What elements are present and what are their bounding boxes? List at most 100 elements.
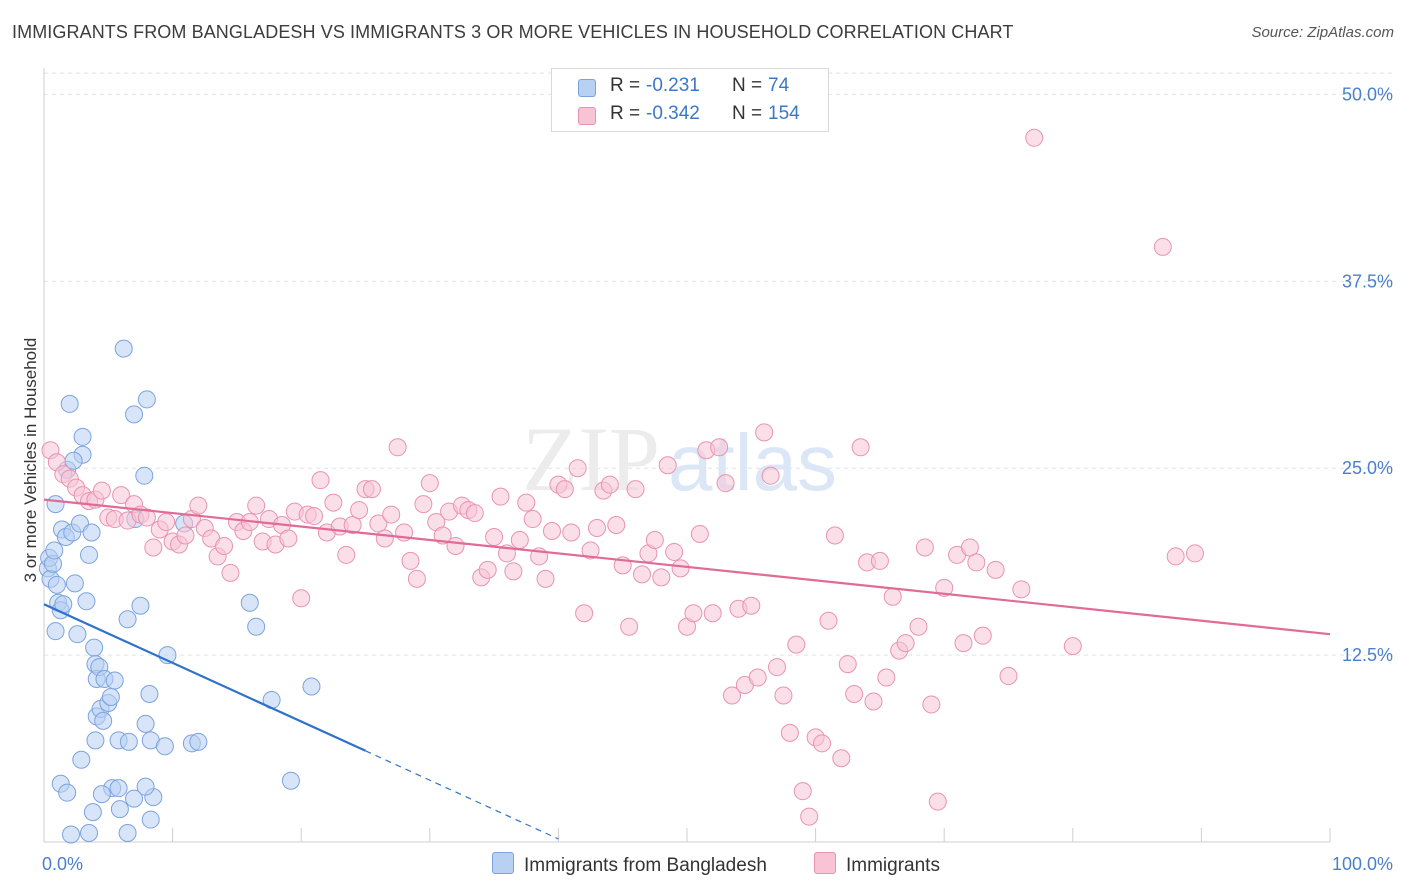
data-point-immigrants <box>684 604 703 623</box>
data-point-immigrants <box>555 480 574 499</box>
data-point-immigrants <box>690 525 709 543</box>
data-point-immigrants <box>793 782 812 801</box>
data-point-bangladesh <box>80 545 99 564</box>
data-point-immigrants <box>587 519 606 538</box>
data-point-bangladesh <box>77 592 96 611</box>
data-point-immigrants <box>350 501 369 520</box>
trend-lines <box>43 498 1331 840</box>
data-point-immigrants <box>247 496 266 515</box>
legend-row-bangladesh: R = -0.231 N = 74 <box>552 73 828 101</box>
data-point-bangladesh <box>65 574 84 593</box>
watermark: ZIP atlas <box>522 408 837 510</box>
data-point-bangladesh <box>46 495 65 514</box>
data-point-immigrants <box>768 658 787 677</box>
tick-labels: 12.5% 25.0% 37.5% 50.0% 0.0% 100.0% <box>42 84 1393 874</box>
data-point-immigrants <box>986 560 1005 579</box>
data-point-immigrants <box>581 541 600 560</box>
legend-n-value: 154 <box>768 103 800 124</box>
data-point-bangladesh <box>46 622 65 641</box>
data-point-bangladesh <box>83 803 102 822</box>
data-point-immigrants <box>973 626 992 645</box>
data-point-immigrants <box>478 560 497 579</box>
y-tick-label: 12.5% <box>1342 645 1393 665</box>
y-tick-label: 37.5% <box>1342 271 1393 291</box>
data-point-bangladesh <box>302 677 321 696</box>
data-point-immigrants <box>928 792 947 811</box>
data-point-bangladesh <box>68 625 87 644</box>
legend-row-immigrants: R = -0.342 N = 154 <box>552 101 828 129</box>
data-point-immigrants <box>960 538 979 557</box>
gridlines <box>44 72 1394 656</box>
data-point-immigrants <box>292 589 311 608</box>
data-point-immigrants <box>568 459 587 478</box>
y-tick-label: 50.0% <box>1342 84 1393 104</box>
data-point-immigrants <box>716 474 735 493</box>
data-point-bangladesh <box>101 687 120 706</box>
data-point-bangladesh <box>45 541 64 560</box>
data-point-bangladesh <box>118 610 137 629</box>
data-point-immigrants <box>665 542 684 561</box>
data-point-bangladesh <box>94 711 113 730</box>
data-point-immigrants <box>723 686 742 705</box>
data-point-immigrants <box>305 507 324 526</box>
data-point-immigrants <box>703 604 722 623</box>
data-point-bangladesh <box>125 405 144 424</box>
data-point-immigrants <box>780 723 799 742</box>
data-point-immigrants <box>517 493 536 512</box>
data-point-immigrants <box>221 563 240 582</box>
data-point-immigrants <box>536 569 555 588</box>
data-point-immigrants <box>742 596 761 615</box>
data-point-immigrants <box>337 545 356 564</box>
data-point-immigrants <box>562 523 581 542</box>
data-point-immigrants <box>215 536 234 555</box>
chart-source: Source: ZipAtlas.com <box>1251 24 1394 41</box>
data-point-bangladesh <box>118 824 137 843</box>
legend-r-value: -0.342 <box>646 103 700 124</box>
data-point-immigrants <box>1025 128 1044 147</box>
data-point-immigrants <box>504 562 523 581</box>
data-point-immigrants <box>465 504 484 523</box>
data-point-bangladesh <box>47 575 66 594</box>
x-tick-label: 0.0% <box>42 854 83 874</box>
data-point-immigrants <box>1185 544 1204 563</box>
data-point-immigrants <box>954 634 973 653</box>
data-point-immigrants <box>877 668 896 687</box>
data-point-immigrants <box>845 684 864 703</box>
data-point-immigrants <box>1153 237 1172 256</box>
data-point-immigrants <box>671 559 690 578</box>
data-point-immigrants <box>324 493 343 512</box>
data-point-immigrants <box>485 527 504 546</box>
data-point-bangladesh <box>110 800 129 819</box>
data-point-bangladesh <box>137 390 156 409</box>
data-point-immigrants <box>575 604 594 623</box>
legend: R = -0.231 N = 74 R = -0.342 N = 154 <box>551 68 829 132</box>
data-point-bangladesh <box>86 731 105 750</box>
data-point-immigrants <box>433 526 452 545</box>
legend-r-label: R = <box>610 75 641 96</box>
data-point-immigrants <box>800 807 819 826</box>
data-point-immigrants <box>652 568 671 587</box>
data-point-immigrants <box>620 617 639 636</box>
data-point-immigrants <box>813 734 832 753</box>
data-point-immigrants <box>343 516 362 535</box>
data-point-bangladesh <box>92 785 111 804</box>
data-point-immigrants <box>915 538 934 557</box>
data-point-bangladesh <box>85 638 104 657</box>
data-point-immigrants <box>362 480 381 499</box>
data-point-immigrants <box>491 487 510 506</box>
bottom-legend-swatch-immigrants <box>814 852 836 874</box>
trend-line-immigrants <box>43 498 1331 636</box>
data-point-immigrants <box>414 495 433 514</box>
data-point-immigrants <box>864 692 883 711</box>
data-point-immigrants <box>607 516 626 535</box>
data-point-bangladesh <box>135 466 154 485</box>
data-point-bangladesh <box>114 339 133 358</box>
data-point-bangladesh <box>82 523 101 542</box>
data-point-immigrants <box>787 635 806 654</box>
data-point-bangladesh <box>240 593 259 612</box>
data-point-immigrants <box>1063 637 1082 656</box>
data-point-immigrants <box>748 668 767 687</box>
data-point-bangladesh <box>131 596 150 615</box>
data-point-immigrants <box>92 481 111 500</box>
chart-title: IMMIGRANTS FROM BANGLADESH VS IMMIGRANTS… <box>12 22 1014 42</box>
